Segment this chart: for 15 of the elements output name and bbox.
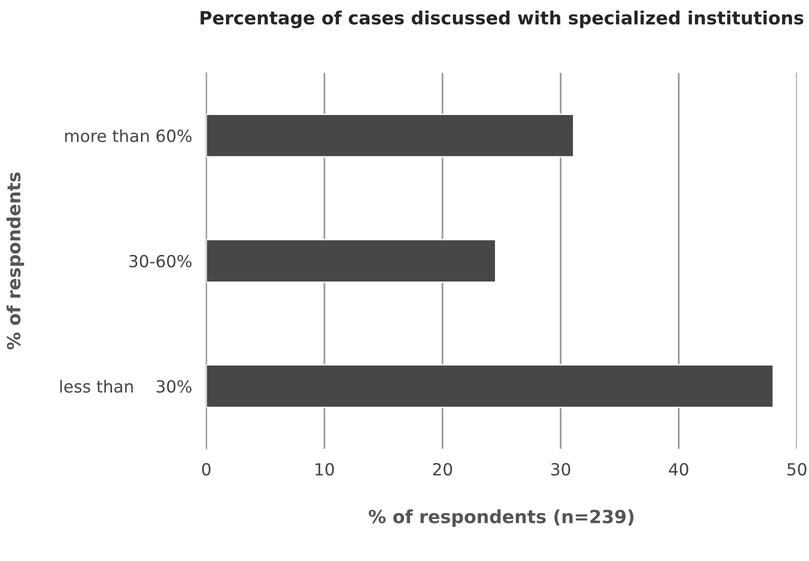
chart-title: Percentage of cases discussed with specialized institutions	[200, 10, 804, 28]
x-tick-label: 20	[433, 462, 452, 476]
x-tick-label: 50	[788, 462, 806, 476]
bar	[206, 114, 574, 158]
x-tick-label: 0	[202, 462, 210, 476]
x-tick-label: 10	[316, 462, 334, 476]
x-axis-title: % of respondents (n=239)	[368, 509, 634, 527]
y-tick-label: less than 30%	[60, 380, 192, 393]
y-tick-label: more than 60%	[65, 129, 192, 142]
x-tick-label: 40	[668, 462, 688, 476]
bar	[206, 364, 774, 408]
y-axis-title: % of respondents	[6, 172, 24, 350]
y-tick-label: 30-60%	[129, 254, 192, 268]
x-tick-label: 30	[551, 462, 570, 476]
bar	[206, 238, 496, 283]
